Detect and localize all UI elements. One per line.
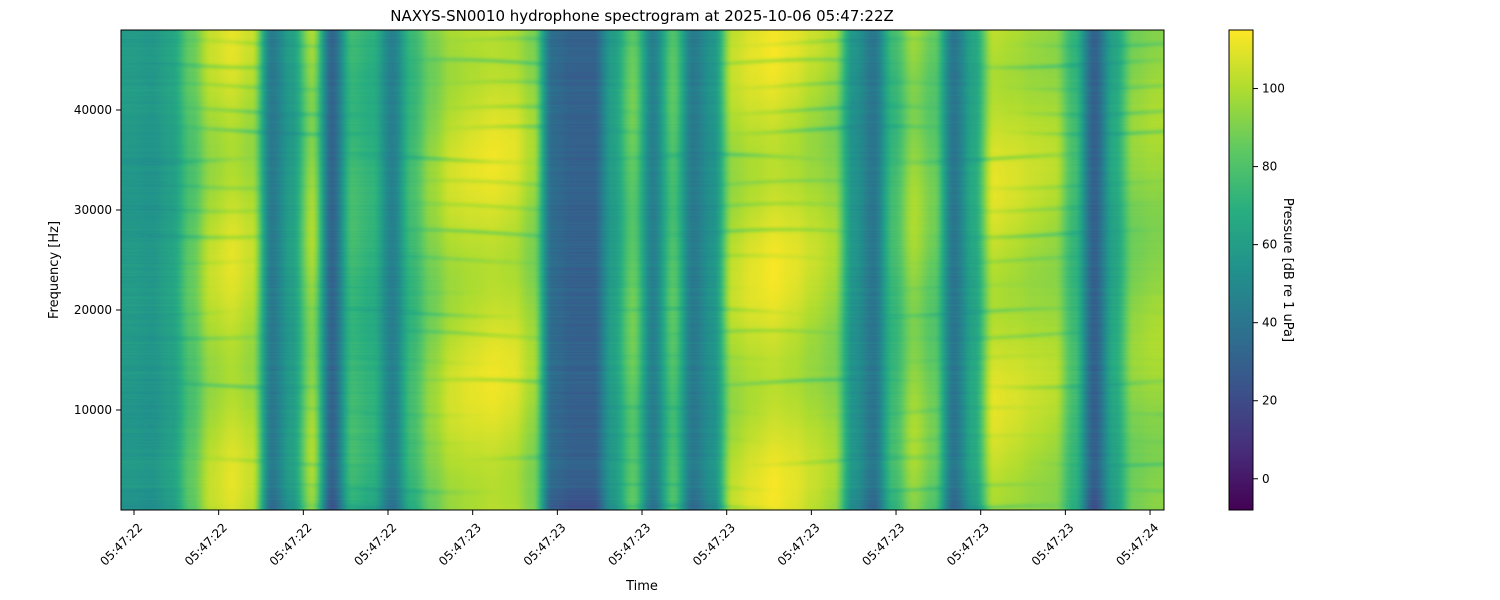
- colorbar-tick-label: 100: [1262, 82, 1285, 96]
- x-tick-label: 05:47:23: [436, 520, 484, 568]
- y-tick-label: 40000: [74, 103, 112, 117]
- colorbar-tick-label: 20: [1262, 394, 1277, 408]
- x-tick-label: 05:47:22: [97, 520, 145, 568]
- x-tick-label: 05:47:23: [775, 520, 823, 568]
- x-tick-label: 05:47:23: [690, 520, 738, 568]
- x-tick-label: 05:47:22: [351, 520, 399, 568]
- x-tick-label: 05:47:22: [267, 520, 315, 568]
- colorbar-tick-label: 0: [1262, 472, 1270, 486]
- colorbar-axis: 0 20 40 60 80 100: [1253, 82, 1285, 486]
- plot-frame: [120, 29, 1165, 511]
- y-axis-label: Frequency [Hz]: [47, 221, 62, 319]
- colorbar: [1228, 29, 1254, 511]
- x-axis-label: Time: [625, 579, 658, 594]
- x-tick-label: 05:47:23: [521, 520, 569, 568]
- x-tick-label: 05:47:24: [1113, 520, 1161, 568]
- colorbar-tick-label: 60: [1262, 238, 1277, 252]
- x-tick-label: 05:47:23: [859, 520, 907, 568]
- chart-title: NAXYS-SN0010 hydrophone spectrogram at 2…: [390, 7, 894, 25]
- y-tick-label: 10000: [74, 403, 112, 417]
- x-tick-label: 05:47:23: [944, 520, 992, 568]
- y-tick-label: 30000: [74, 203, 112, 217]
- y-tick-label: 20000: [74, 303, 112, 317]
- spectrogram-heatmap: [121, 30, 1164, 510]
- x-tick-label: 05:47:23: [605, 520, 653, 568]
- colorbar-label: Pressure [dB re 1 uPa]: [1280, 198, 1295, 342]
- x-tick-label: 05:47:22: [182, 520, 230, 568]
- colorbar-tick-label: 40: [1262, 316, 1277, 330]
- x-tick-label: 05:47:23: [1029, 520, 1077, 568]
- y-axis: 10000 20000 30000 40000: [74, 103, 121, 417]
- x-axis: 05:47:22 05:47:22 05:47:22 05:47:22 05:47:23…: [97, 510, 1161, 568]
- colorbar-tick-label: 80: [1262, 160, 1277, 174]
